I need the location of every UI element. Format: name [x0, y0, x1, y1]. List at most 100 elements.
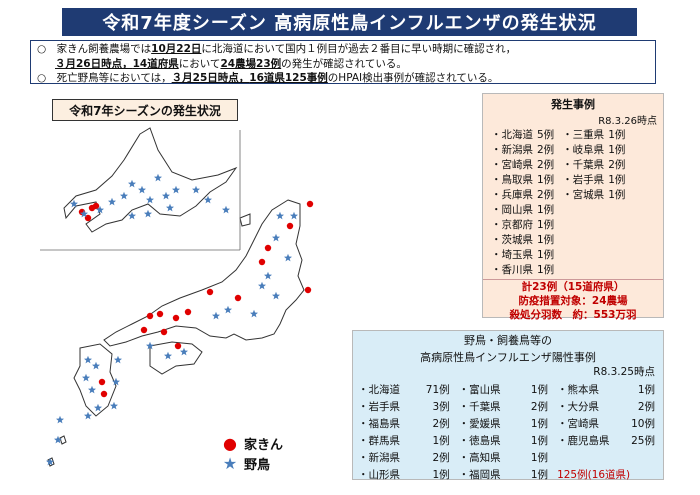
farm-birds: 殺処分羽数 約：553万羽 [509, 309, 637, 321]
note-highlight: ３月25日時点， [171, 72, 250, 84]
table-cell [606, 217, 631, 232]
table-cell: 1例 [530, 384, 549, 396]
table-cell: 1例 [608, 129, 626, 141]
wild-bird-marker-icon [258, 281, 266, 290]
table-cell: ・京都府 [491, 219, 533, 231]
table-cell: ・鳥取県 [491, 174, 533, 186]
map-shikoku [149, 341, 203, 375]
table-cell [606, 202, 631, 217]
table-cell: 1例 [530, 435, 549, 447]
wild-bird-marker-icon [92, 361, 100, 370]
table-cell: 1例 [432, 435, 450, 447]
poultry-marker-icon [286, 222, 294, 230]
table-cell: ・新潟県 [358, 452, 400, 464]
wild-bird-marker-icon [272, 233, 280, 242]
farm-table: ・北海道 5例 ・三重県 1例 ・新潟県 2例 ・岐阜県 1例 ・宮崎県 2例 ・千葉県 2例 ・鳥取県… [489, 127, 631, 277]
summary-notes: ○ 家きん飼養農場では10月22日に北海道において国内１例目が過去２番目に早い時… [30, 40, 656, 84]
poultry-marker-icon [146, 312, 154, 320]
wild-date: R8.3.25時点 [593, 366, 655, 378]
table-cell: 1例 [637, 384, 655, 396]
map-kyushu [73, 343, 117, 417]
table-cell: 2例 [432, 452, 450, 464]
wild-cases-panel: 野鳥・飼養鳥等の 高病原性鳥インフルエンザ陽性事例 R8.3.25時点 ・北海道… [352, 330, 664, 481]
table-cell: 125例(16道県) [557, 469, 631, 481]
wild-bird-marker-icon [166, 203, 174, 212]
farm-cases-panel: 発生事例 R8.3.26時点 ・北海道 5例 ・三重県 1例 ・新潟県 2例 ・岐阜県 1例・… [482, 93, 664, 321]
map-label: 令和7年シーズンの発生状況 [52, 99, 238, 121]
table-cell [606, 262, 631, 277]
note-highlight: 24農場23例 [220, 57, 282, 70]
table-cell: ・北海道 [491, 129, 533, 141]
poultry-marker-icon [306, 200, 314, 208]
wild-bird-marker-icon [138, 185, 146, 194]
table-row: ・宮崎県 2例 ・千葉県 2例 [489, 157, 631, 172]
table-cell: ・愛媛県 [458, 418, 501, 430]
table-cell [560, 262, 606, 277]
wild-bird-marker-icon [88, 385, 96, 394]
table-row: ・新潟県 2例 ・高知県 1例 [357, 449, 663, 466]
wild-bird-marker-icon [112, 377, 120, 386]
map-legend: ● 家きん ★ 野鳥 [220, 433, 283, 473]
wild-bird-marker-icon [164, 351, 172, 360]
wild-bird-marker-icon [192, 185, 200, 194]
wild-bird-marker-icon [128, 179, 136, 188]
wild-bird-marker-icon [204, 195, 212, 204]
table-cell: 5例 [537, 129, 555, 141]
legend-poultry: ● 家きん [220, 433, 283, 453]
table-row: ・埼玉県 1例 [489, 247, 631, 262]
note-line-2: ３月26日時点，14道府県において24農場23例の発生が確認されている。 [37, 57, 649, 72]
table-row: ・兵庫県 2例 ・宮城県 1例 [489, 187, 631, 202]
wild-bird-marker-icon [222, 205, 230, 214]
wild-bird-marker-icon [212, 311, 220, 320]
table-row: ・香川県 1例 [489, 262, 631, 277]
table-cell: 1例 [537, 174, 555, 186]
poultry-marker-icon [160, 328, 168, 336]
table-cell: ・岐阜県 [562, 144, 605, 156]
poultry-marker-icon [172, 314, 180, 322]
table-cell: ・北海道 [358, 384, 400, 396]
wild-heading-2: 高病原性鳥インフルエンザ陽性事例 [420, 351, 596, 364]
wild-bird-marker-icon [224, 305, 232, 314]
table-cell [560, 202, 606, 217]
table-cell: 1例 [608, 174, 626, 186]
note-text: ○ 死亡野鳥等においては， [37, 72, 172, 84]
wild-heading-1: 野鳥・飼養鳥等の [464, 334, 552, 347]
table-cell [560, 232, 606, 247]
farm-culled: 防疫措置対象：24農場 [518, 295, 628, 307]
table-cell: ・熊本県 [557, 384, 600, 396]
table-cell: ・高知県 [458, 452, 501, 464]
map-sado [239, 213, 251, 227]
table-cell [556, 449, 619, 466]
table-cell: ・埼玉県 [491, 249, 533, 261]
table-cell: ・兵庫県 [491, 189, 533, 201]
table-cell: 2例 [608, 159, 626, 171]
japan-map [40, 127, 314, 467]
table-cell: ・宮城県 [562, 189, 605, 201]
wild-bird-marker-icon [94, 403, 102, 412]
table-cell: ・富山県 [458, 384, 501, 396]
table-cell: 1例 [537, 264, 555, 276]
table-cell: 1例 [530, 418, 549, 430]
note-highlight: 16道県125事例 [249, 72, 328, 84]
table-cell: 2例 [537, 189, 555, 201]
legend-label: 家きん [244, 437, 284, 453]
wild-bird-marker-icon [162, 191, 170, 200]
table-cell: 2例 [530, 401, 549, 413]
legend-label: 野鳥 [244, 457, 271, 473]
table-cell: 25例 [631, 435, 655, 447]
blue-star-icon: ★ [222, 453, 238, 473]
note-line-1: ○ 家きん飼養農場では10月22日に北海道において国内１例目が過去２番目に早い時… [37, 42, 649, 57]
table-cell: ・山形県 [358, 469, 400, 481]
table-cell: ・新潟県 [491, 144, 533, 156]
table-cell: ・岩手県 [358, 401, 400, 413]
wild-bird-marker-icon [128, 211, 136, 220]
note-text: のHPAI検出事例が確認されている。 [327, 72, 499, 84]
table-row: ・群馬県 1例 ・徳島県 1例 ・鹿児島県 25例 [357, 432, 663, 449]
wild-bird-marker-icon [146, 195, 154, 204]
note-text: の発生が確認されている。 [281, 57, 407, 70]
table-row: ・茨城県 1例 [489, 232, 631, 247]
table-cell: ・茨城県 [491, 234, 533, 246]
poultry-marker-icon [140, 326, 148, 334]
poultry-marker-icon [174, 342, 182, 350]
table-cell: 2例 [637, 401, 655, 413]
